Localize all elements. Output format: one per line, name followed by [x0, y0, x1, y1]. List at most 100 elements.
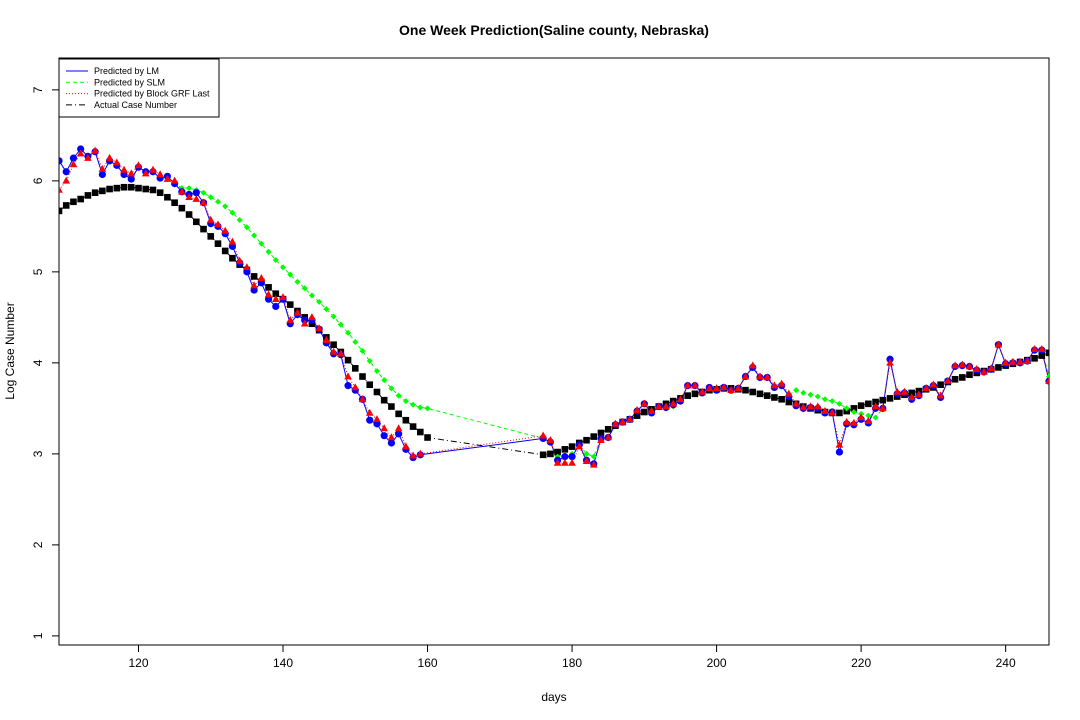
data-point	[850, 405, 858, 412]
x-tick-label: 140	[273, 656, 293, 670]
data-point	[265, 248, 272, 255]
data-point	[792, 399, 800, 407]
data-point	[1037, 345, 1046, 353]
data-point	[127, 169, 136, 177]
data-point	[287, 271, 294, 278]
data-point	[395, 410, 402, 418]
data-point	[300, 319, 309, 327]
data-point	[1001, 358, 1010, 366]
x-tick-label: 240	[996, 656, 1016, 670]
data-point	[388, 385, 395, 392]
data-point	[199, 198, 208, 206]
data-point	[409, 423, 417, 430]
data-point	[402, 398, 409, 405]
x-tick-label: 180	[562, 656, 582, 670]
data-point	[1038, 352, 1046, 359]
data-point	[937, 381, 944, 389]
data-point	[258, 240, 265, 247]
data-point	[84, 153, 92, 161]
data-point	[105, 153, 114, 161]
data-point	[835, 440, 844, 448]
data-point	[62, 202, 70, 209]
data-point	[821, 396, 828, 403]
data-point	[583, 436, 590, 444]
data-point	[301, 285, 308, 292]
x-tick-label: 220	[851, 656, 871, 670]
data-point	[922, 384, 930, 392]
y-tick-label: 5	[31, 268, 45, 275]
data-point	[865, 412, 872, 419]
data-point	[684, 392, 691, 399]
data-point	[380, 396, 388, 404]
data-point	[135, 184, 142, 192]
data-point	[308, 313, 316, 321]
data-point	[829, 398, 836, 405]
data-point	[77, 195, 84, 203]
data-point	[359, 373, 366, 380]
data-point	[748, 361, 757, 369]
data-point	[272, 290, 280, 298]
data-point	[850, 409, 857, 416]
data-point	[770, 381, 779, 389]
data-point	[958, 360, 967, 368]
data-point	[388, 403, 395, 410]
data-point	[229, 209, 236, 216]
data-point	[590, 433, 598, 440]
data-point	[878, 404, 887, 412]
data-point	[633, 412, 641, 419]
data-point	[872, 398, 879, 406]
data-point	[149, 165, 157, 173]
series-points	[59, 145, 1049, 468]
data-point	[554, 448, 561, 456]
data-point	[380, 424, 388, 432]
data-point	[178, 204, 186, 212]
series-line	[59, 149, 1049, 466]
data-point	[236, 216, 243, 223]
data-point	[734, 384, 743, 392]
data-point	[785, 398, 793, 406]
data-point	[207, 194, 214, 201]
data-point	[214, 198, 221, 205]
data-point	[604, 426, 612, 433]
data-point	[127, 183, 135, 191]
data-point	[915, 390, 923, 398]
data-point	[91, 189, 99, 196]
data-point	[669, 399, 678, 407]
data-point	[98, 170, 106, 179]
data-point	[409, 451, 417, 459]
y-tick-label: 2	[31, 541, 45, 548]
data-point	[742, 386, 749, 394]
data-point	[582, 456, 591, 464]
data-point	[214, 220, 222, 228]
data-point	[568, 458, 576, 466]
data-point	[698, 387, 706, 395]
data-point	[380, 432, 388, 440]
data-point	[250, 281, 258, 289]
data-point	[200, 225, 207, 233]
legend-label: Actual Case Number	[94, 100, 177, 110]
x-axis: 120 140 160 180 200 220 240	[128, 645, 1016, 670]
data-point	[200, 189, 207, 196]
data-point	[618, 417, 627, 425]
data-point	[1030, 345, 1039, 353]
data-point	[965, 362, 974, 370]
data-point	[229, 254, 236, 262]
data-point	[800, 389, 807, 396]
data-point	[272, 257, 279, 264]
data-point	[611, 419, 620, 427]
data-point	[778, 395, 785, 403]
data-point	[561, 458, 569, 466]
data-point	[221, 247, 229, 255]
data-point	[286, 315, 295, 323]
data-point	[741, 372, 750, 380]
data-point	[633, 406, 641, 413]
data-point	[222, 203, 229, 210]
data-point	[286, 301, 294, 308]
data-point	[156, 170, 164, 178]
data-point	[243, 263, 251, 271]
data-point	[813, 402, 822, 410]
data-point	[373, 388, 381, 396]
data-point	[835, 448, 844, 456]
data-point	[351, 383, 360, 391]
